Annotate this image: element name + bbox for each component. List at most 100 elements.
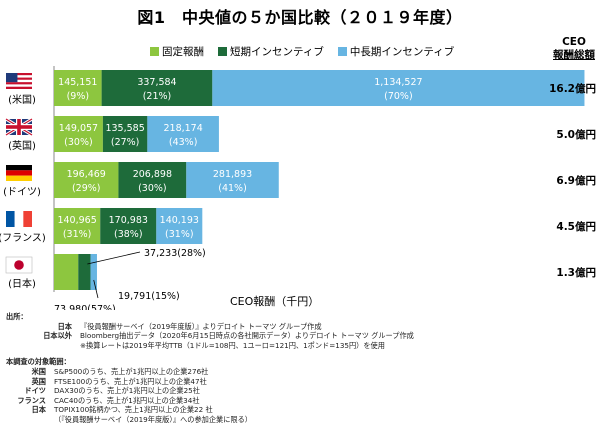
total-label: 1.3億円 xyxy=(556,266,596,279)
bar-segment xyxy=(54,162,119,198)
bar-percent-label: (30%) xyxy=(138,183,167,194)
bar-value-label: 37,233(28%) xyxy=(144,248,206,259)
bar-segment xyxy=(90,254,97,290)
bar-percent-label: (30%) xyxy=(64,137,93,148)
bar-value-label: 149,057 xyxy=(59,123,98,134)
total-label: 6.9億円 xyxy=(556,174,596,187)
legend-item-short-term: 短期インセンティブ xyxy=(218,44,324,59)
source-text: ※換算レートは2019年平均TTB（1ドル=108円、1ユーロ=121円、1ポン… xyxy=(80,340,385,350)
bar-value-label: 1,134,527 xyxy=(374,77,422,88)
bar-value-label: 170,983 xyxy=(109,215,148,226)
ceo-total-header: CEO 報酬総額 xyxy=(548,36,600,62)
legend-swatch-short-term xyxy=(218,47,227,56)
scope-row: 米国 S&P500のうち、売上が1兆円以上の企業276社 xyxy=(6,367,414,377)
bar-segment xyxy=(54,208,101,244)
scope-row: 英国 FTSE100のうち、売上が1兆円以上の企業47社 xyxy=(6,377,414,387)
us-flag-icon xyxy=(6,73,32,89)
scope-label xyxy=(6,415,54,425)
bar-segment xyxy=(101,70,213,106)
source-label: 日本以外 xyxy=(43,331,72,341)
scope-text: FTSE100のうち、売上が1兆円以上の企業47社 xyxy=(54,376,207,386)
legend-swatch-long-term xyxy=(337,47,347,56)
x-axis-title: CEO報酬（千円） xyxy=(230,295,320,308)
bar-value-label: 196,469 xyxy=(67,169,106,180)
bar-value-label: 140,965 xyxy=(57,215,96,226)
total-label: 16.2億円 xyxy=(549,82,596,95)
source-label: 日本 xyxy=(57,321,72,331)
bar-percent-label: (21%) xyxy=(143,91,172,102)
scope-text: （『役員報酬サーベイ（2019年度版）』への参加企業に限る） xyxy=(54,414,252,424)
legend-item-fixed: 固定報酬 xyxy=(150,44,204,59)
callout-line xyxy=(93,279,99,299)
country-label: (ドイツ) xyxy=(3,187,41,198)
scope-label: フランス xyxy=(17,395,46,405)
total-label: 5.0億円 xyxy=(556,128,596,141)
bar-value-label: 206,898 xyxy=(133,169,172,180)
bar-segment xyxy=(147,116,219,152)
country-label: (日本) xyxy=(8,277,36,290)
bar-value-label: 337,584 xyxy=(137,77,176,88)
bar-value-label: 140,193 xyxy=(160,215,199,226)
bar-percent-label: (31%) xyxy=(165,229,194,240)
germany-flag-icon xyxy=(6,165,32,181)
scope-text: S&P500のうち、売上が1兆円以上の企業276社 xyxy=(54,366,209,376)
ceo-header-line1: CEO xyxy=(562,36,586,48)
chart-title: 図1 中央値の５か国比較（２０１９年度） xyxy=(137,8,463,27)
bar-value-label: 218,174 xyxy=(163,123,202,134)
bar-segment xyxy=(212,70,585,106)
scope-label: 日本 xyxy=(31,405,46,415)
bar-segment xyxy=(100,208,157,244)
notes-block: 出所： 日本 『役員報酬サーベイ（2019年度版）』よりデロイト トーマツ グルー… xyxy=(6,312,414,425)
bar-percent-label: (29%) xyxy=(72,183,101,194)
source-heading: 出所： xyxy=(6,312,28,321)
legend-label-fixed: 固定報酬 xyxy=(162,46,204,58)
callout-line xyxy=(87,251,141,265)
legend-label-short-term: 短期インセンティブ xyxy=(230,46,324,58)
scope-heading: 本調査の対象範囲： xyxy=(6,357,71,367)
bar-percent-label: (43%) xyxy=(169,137,198,148)
bar-percent-label: (41%) xyxy=(218,183,247,194)
france-flag-icon xyxy=(6,211,32,227)
scope-text: DAX30のうち、売上が1兆円以上の企業25社 xyxy=(54,386,200,396)
legend-item-long-term: 中長期インセンティブ xyxy=(337,44,455,59)
bar-segment xyxy=(54,254,79,290)
bar-value-label: 135,585 xyxy=(105,123,144,134)
scope-text: TOPIX100銘柄かつ、売上1兆円以上の企業22 社 xyxy=(54,405,213,415)
bar-value-label: 281,893 xyxy=(213,169,252,180)
source-label xyxy=(6,341,80,351)
scope-label: ドイツ xyxy=(24,386,46,396)
scope-row: ドイツ DAX30のうち、売上が1兆円以上の企業25社 xyxy=(6,386,414,396)
ceo-header-line2: 報酬総額 xyxy=(553,49,595,61)
scope-row: 日本 TOPIX100銘柄かつ、売上1兆円以上の企業22 社 xyxy=(6,405,414,415)
bar-value-label: 145,151 xyxy=(58,77,97,88)
bar-segment xyxy=(102,116,148,152)
source-row: 日本以外 Bloomberg抽出データ（2020年6月15日時点の各社開示データ）… xyxy=(6,331,414,341)
source-text: 『役員報酬サーベイ（2019年度版）』よりデロイト トーマツ グループ作成 xyxy=(80,321,322,331)
source-row: ※換算レートは2019年平均TTB（1ドル=108円、1ユーロ=121円、1ポン… xyxy=(6,341,414,351)
bar-value-label: 73,980(57%) xyxy=(54,304,116,310)
scope-label: 英国 xyxy=(31,376,46,386)
bar-segment xyxy=(78,254,91,290)
legend-swatch-fixed xyxy=(150,47,159,56)
legend: 固定報酬 短期インセンティブ 中長期インセンティブ xyxy=(150,44,454,59)
japan-flag-icon xyxy=(5,256,33,274)
scope-text: CAC40のうち、売上が1兆円以上の企業34社 xyxy=(54,395,200,405)
bar-percent-label: (70%) xyxy=(384,91,413,102)
bar-percent-label: (38%) xyxy=(114,229,143,240)
bar-chart: (米国) 145,151 (9%) 337,584 (21%) 1,134,527 (70%… xyxy=(0,66,596,310)
bar-percent-label: (31%) xyxy=(63,229,92,240)
bar-percent-label: (9%) xyxy=(67,91,89,102)
legend-label-long-term: 中長期インセンティブ xyxy=(349,46,455,58)
bar-segment xyxy=(186,162,279,198)
country-label: (フランス) xyxy=(0,232,46,244)
scope-row: （『役員報酬サーベイ（2019年度版）』への参加企業に限る） xyxy=(6,415,414,425)
bar-segment xyxy=(54,70,102,106)
source-text: Bloomberg抽出データ（2020年6月15日時点の各社開示データ）よりデロ… xyxy=(80,331,414,341)
source-row: 日本 『役員報酬サーベイ（2019年度版）』よりデロイト トーマツ グループ作成 xyxy=(6,322,414,332)
total-label: 4.5億円 xyxy=(556,220,596,233)
scope-label: 米国 xyxy=(31,366,46,376)
scope-row: フランス CAC40のうち、売上が1兆円以上の企業34社 xyxy=(6,396,414,406)
bar-segment xyxy=(156,208,203,244)
country-label: (英国) xyxy=(8,139,36,152)
country-label: (米国) xyxy=(8,93,36,106)
